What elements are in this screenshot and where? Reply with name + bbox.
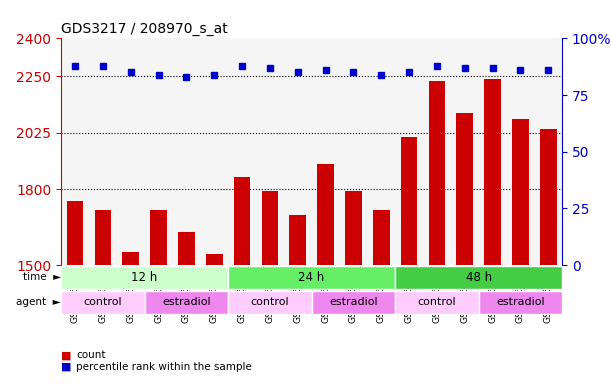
Bar [373, 210, 390, 384]
Bar [540, 129, 557, 384]
Bar [95, 210, 111, 384]
Bar [290, 215, 306, 384]
Bar [401, 137, 417, 384]
Text: count: count [76, 350, 106, 360]
FancyBboxPatch shape [478, 291, 562, 314]
FancyBboxPatch shape [395, 291, 478, 314]
Text: GDS3217 / 208970_s_at: GDS3217 / 208970_s_at [61, 22, 228, 36]
Bar [456, 113, 473, 384]
Bar [484, 79, 501, 384]
Text: estradiol: estradiol [329, 298, 378, 308]
Bar [345, 191, 362, 384]
Text: ■: ■ [61, 362, 71, 372]
Bar [178, 232, 195, 384]
Bar [122, 252, 139, 384]
Bar [150, 210, 167, 384]
Bar [317, 164, 334, 384]
Text: percentile rank within the sample: percentile rank within the sample [76, 362, 252, 372]
Bar [512, 119, 529, 384]
Text: control: control [417, 298, 456, 308]
Bar [233, 177, 251, 384]
Bar [206, 254, 222, 384]
Text: estradiol: estradiol [496, 298, 544, 308]
Bar [67, 201, 83, 384]
Text: ■: ■ [61, 350, 71, 360]
Text: 12 h: 12 h [131, 271, 158, 284]
FancyBboxPatch shape [61, 291, 145, 314]
Text: control: control [251, 298, 289, 308]
Text: agent  ►: agent ► [16, 298, 61, 308]
FancyBboxPatch shape [228, 291, 312, 314]
Text: estradiol: estradiol [162, 298, 211, 308]
FancyBboxPatch shape [145, 291, 228, 314]
FancyBboxPatch shape [395, 266, 562, 289]
Text: control: control [84, 298, 122, 308]
Bar [428, 81, 445, 384]
Bar [262, 191, 278, 384]
Text: time  ►: time ► [23, 273, 61, 283]
Text: 48 h: 48 h [466, 271, 492, 284]
FancyBboxPatch shape [228, 266, 395, 289]
FancyBboxPatch shape [312, 291, 395, 314]
FancyBboxPatch shape [61, 266, 228, 289]
Text: 24 h: 24 h [299, 271, 324, 284]
